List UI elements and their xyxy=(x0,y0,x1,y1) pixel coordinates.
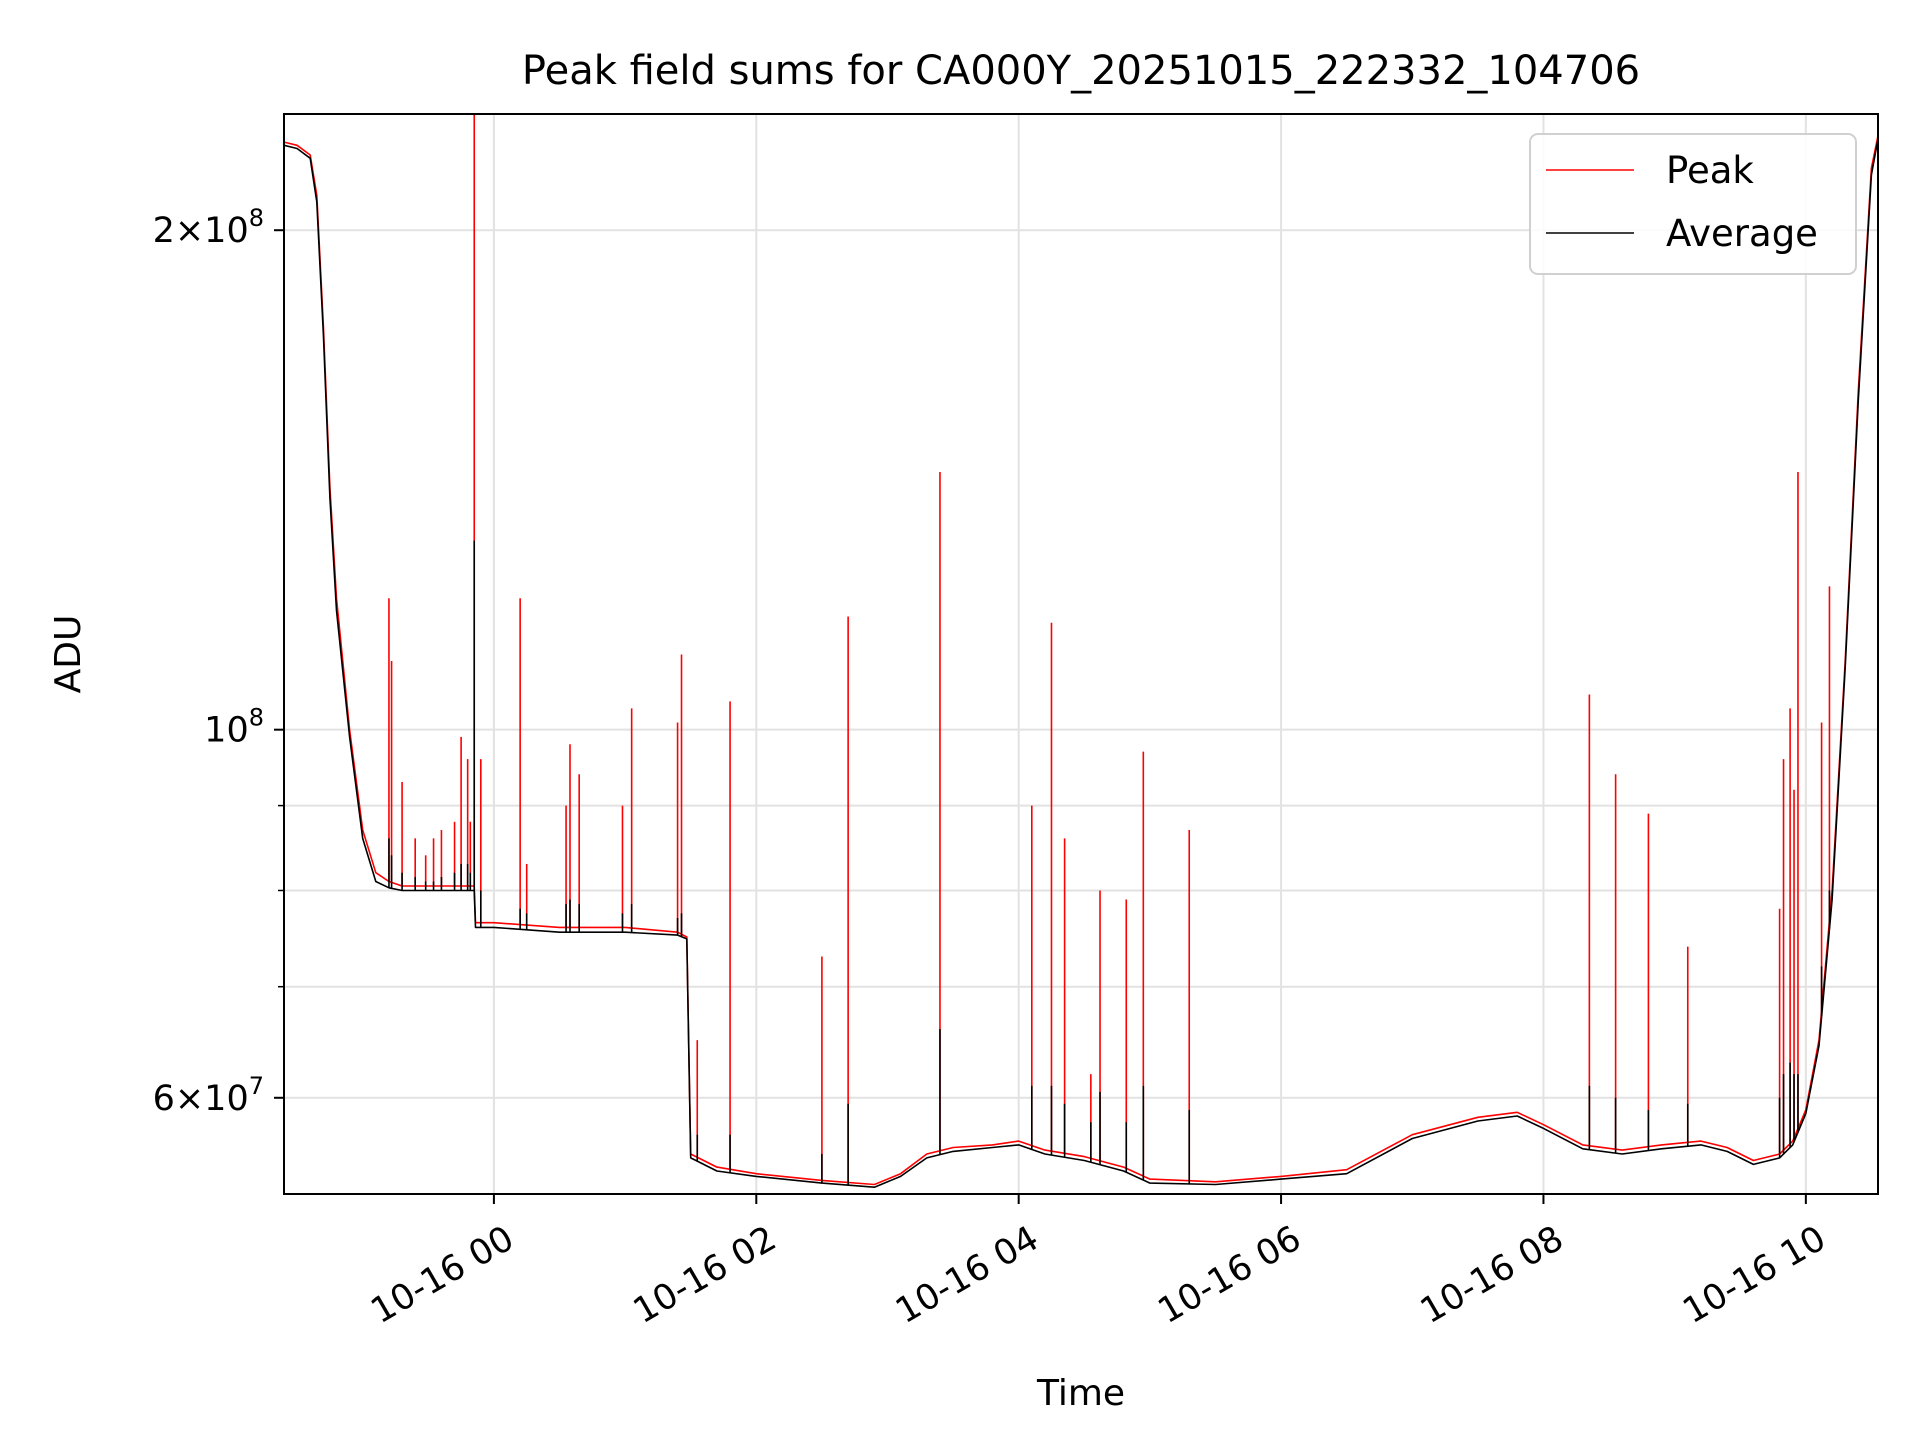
y-tick-label: 6×107 xyxy=(153,1072,264,1119)
legend-box xyxy=(1529,133,1857,275)
y-tick-label: 2×108 xyxy=(153,204,264,251)
y-tick-label: 108 xyxy=(204,704,264,751)
y-axis-label: ADU xyxy=(48,615,89,694)
plot-frame xyxy=(283,113,1879,1195)
average-series-line xyxy=(284,138,1878,1188)
grid xyxy=(284,114,1878,1194)
series xyxy=(284,114,1878,1188)
legend: Peak Average xyxy=(1529,133,1857,275)
legend-average-label: Average xyxy=(1666,212,1818,255)
chart-title: Peak field sums for CA000Y_20251015_2223… xyxy=(522,48,1640,94)
peak-series-line xyxy=(284,135,1878,1186)
x-axis-label: Time xyxy=(1036,1373,1125,1414)
legend-peak-label: Peak xyxy=(1666,149,1754,192)
